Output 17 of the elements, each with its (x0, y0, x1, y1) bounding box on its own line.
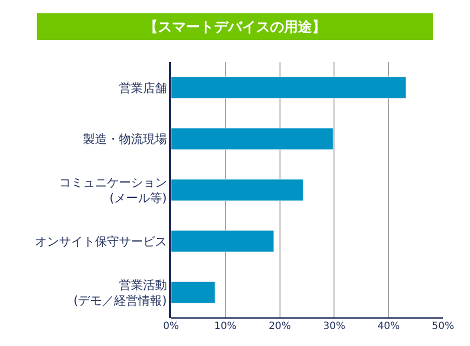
bar (171, 179, 304, 201)
x-tick-label: 0% (163, 321, 179, 332)
bar (171, 76, 406, 99)
x-tick-label: 10% (214, 321, 237, 332)
bar (171, 128, 334, 150)
y-tick-label: 営業店舗 (118, 80, 167, 95)
y-tick-label: 製造・物流現場 (82, 132, 167, 146)
y-tick-label: オンサイト保守サービス (34, 234, 167, 248)
x-tick-label: 20% (268, 321, 291, 332)
x-tick-label: 50% (432, 321, 454, 332)
x-tick-label: 40% (377, 321, 400, 332)
y-tick-label: 営業活動 (デモ／経営情報) (73, 278, 167, 308)
bar (171, 281, 216, 304)
chart-title: 【スマートデバイスの用途】 (144, 20, 326, 36)
y-tick-label: コミュニケーション (メール等) (58, 175, 167, 205)
x-tick-label: 30% (323, 321, 346, 332)
bar (171, 230, 274, 252)
